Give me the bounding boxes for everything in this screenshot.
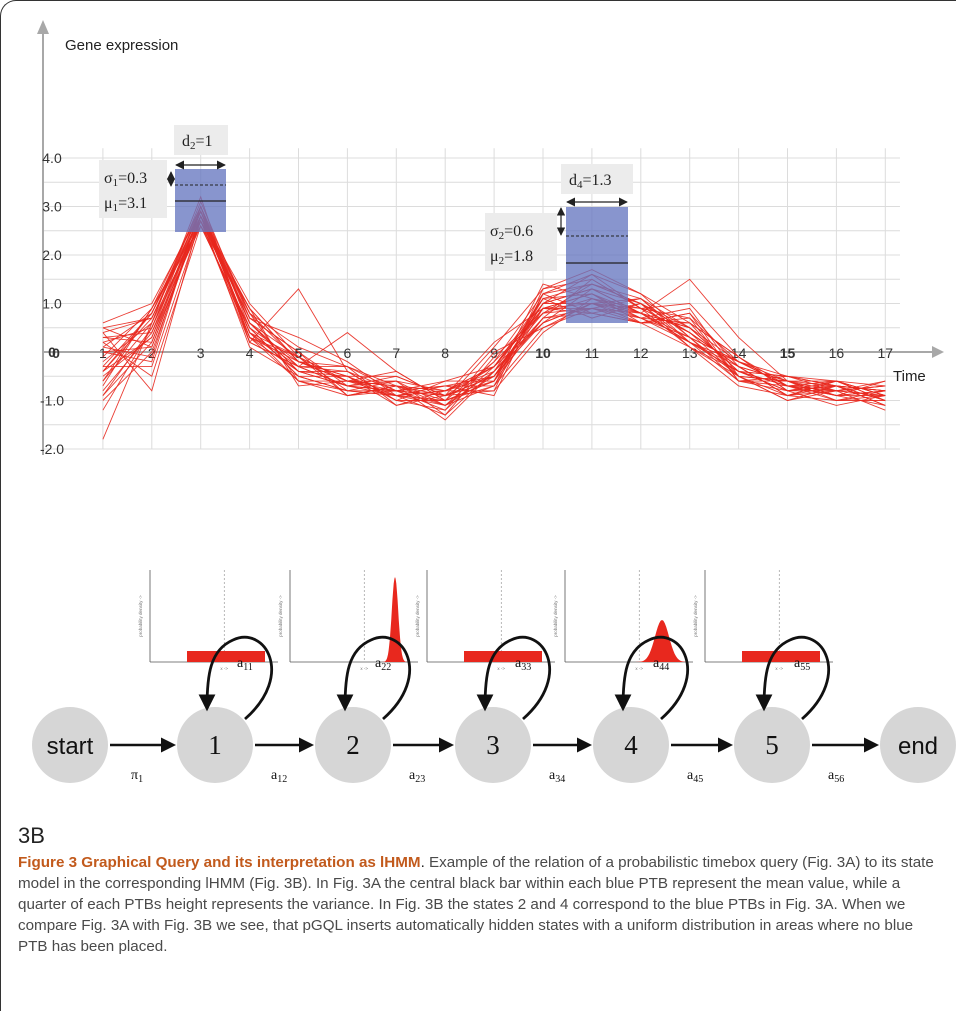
y-tick-label: 0 bbox=[48, 344, 56, 360]
x-tick-label: 11 bbox=[585, 345, 600, 361]
y-tick-label: 4.0 bbox=[42, 150, 62, 166]
panel-a-chart: 4.03.02.01.00-1.0-2.00 1 2 3 4 5 6 7 8 9 10 11 12 13 1… bbox=[18, 20, 944, 480]
ptb-1-mu-label: μ1=3.1 bbox=[104, 195, 147, 214]
x-tick-label: 5 bbox=[295, 345, 303, 361]
x-tick-label: 12 bbox=[633, 345, 649, 361]
expression-curve bbox=[102, 215, 886, 397]
y-tick-label: 2.0 bbox=[42, 247, 62, 263]
x-tick-label: 4 bbox=[246, 345, 254, 361]
x-tick-label: 2 bbox=[148, 345, 156, 361]
y-tick-label: -2.0 bbox=[40, 441, 64, 457]
x-tick-label: 7 bbox=[392, 345, 400, 361]
figure-caption: Figure 3 Graphical Query and its interpr… bbox=[18, 852, 943, 957]
panel-a-label: 3A bbox=[18, 478, 45, 480]
caption-body: Example of the relation of a probabilist… bbox=[18, 854, 934, 955]
y-axis-title: Gene expression bbox=[65, 37, 178, 54]
chart-axes bbox=[37, 20, 944, 455]
ptb-1[interactable] bbox=[175, 169, 226, 232]
x-tick-label: 16 bbox=[829, 345, 845, 361]
expression-curves bbox=[102, 195, 886, 440]
ptb-1-stats-bg bbox=[99, 160, 167, 218]
ptb-2-box bbox=[566, 207, 628, 323]
x-tick-label: 6 bbox=[344, 345, 352, 361]
caption-title-end: . bbox=[420, 854, 425, 871]
ptb-2[interactable] bbox=[566, 207, 628, 323]
ptb-2-mu-label: μ2=1.8 bbox=[490, 248, 533, 267]
expression-curve bbox=[102, 210, 886, 406]
x-tick-label: 10 bbox=[535, 345, 551, 361]
x-tick-label: 8 bbox=[441, 345, 449, 361]
x-tick-label: 9 bbox=[490, 345, 498, 361]
x-tick-label: 3 bbox=[197, 345, 205, 361]
y-tick-label: 3.0 bbox=[42, 199, 62, 215]
x-tick-label: 15 bbox=[780, 345, 796, 361]
x-axis-title: Time bbox=[893, 368, 926, 385]
expression-curve bbox=[102, 210, 886, 406]
x-tick-label: 0 bbox=[52, 345, 60, 361]
caption-title: Figure 3 Graphical Query and its interpr… bbox=[18, 854, 421, 871]
ptb-1-d-label-bg bbox=[174, 125, 228, 155]
ptb-2-stats-bg bbox=[485, 213, 557, 271]
expression-curve bbox=[102, 205, 886, 401]
y-tick-label: 1.0 bbox=[42, 296, 62, 312]
tick-labels: 4.03.02.01.00-1.0-2.00 1 2 3 4 5 6 7 8 9 10 11 12 13 1… bbox=[40, 150, 893, 457]
y-tick-label: -1.0 bbox=[40, 393, 64, 409]
ptb-2-sigma-label: σ2=0.6 bbox=[490, 223, 533, 242]
expression-curve bbox=[102, 219, 886, 406]
ptb-2-d-label: d4=1.3 bbox=[569, 172, 612, 191]
x-tick-label: 17 bbox=[878, 345, 894, 361]
x-tick-label: 14 bbox=[731, 345, 747, 361]
ptb-1-sigma-label: σ1=0.3 bbox=[104, 170, 147, 189]
ptb-1-d-label: d2=1 bbox=[182, 133, 213, 152]
ptb-2-d-label-bg bbox=[561, 164, 633, 194]
x-tick-label: 1 bbox=[99, 345, 107, 361]
